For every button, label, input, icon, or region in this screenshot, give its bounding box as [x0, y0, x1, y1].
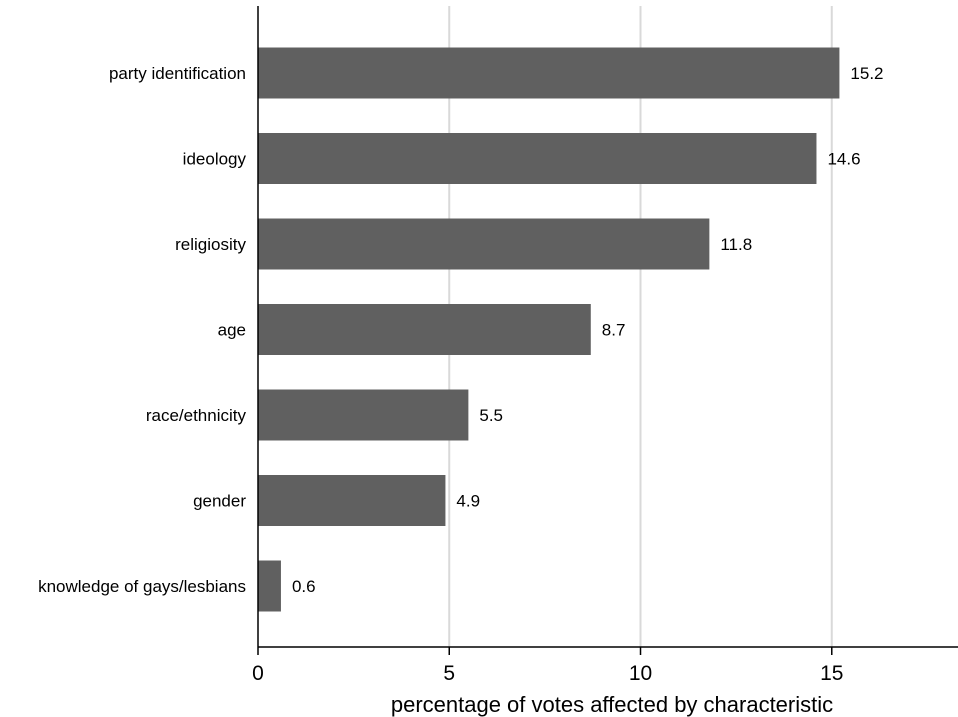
bar-ideology [258, 133, 817, 184]
bar-race-ethnicity [258, 389, 469, 441]
bars [258, 47, 840, 612]
category-label-age: age [218, 321, 246, 340]
category-label-religiosity: religiosity [175, 235, 246, 254]
x-axis-title: percentage of votes affected by characte… [391, 692, 833, 717]
axes: 0 5 10 15 [252, 6, 958, 685]
x-tick-label-15: 15 [820, 662, 843, 685]
category-label-ideology: ideology [183, 150, 247, 169]
bar-party-identification [258, 47, 840, 99]
value-label-gender: 4.9 [456, 492, 480, 511]
x-tick-label-0: 0 [252, 662, 264, 685]
bar-knowledge-of-gays-lesbians [258, 560, 281, 612]
value-label-party-identification: 15.2 [850, 64, 883, 83]
bar-gender [258, 475, 446, 526]
x-tick-label-5: 5 [443, 662, 455, 685]
bar-religiosity [258, 218, 710, 270]
category-label-knowledge-of-gays-lesbians: knowledge of gays/lesbians [38, 577, 246, 596]
value-label-religiosity: 11.8 [720, 235, 752, 254]
labels: party identification 15.2 ideology 14.6 reli… [38, 64, 883, 596]
category-label-race-ethnicity: race/ethnicity [146, 406, 247, 425]
value-label-knowledge-of-gays-lesbians: 0.6 [292, 577, 316, 596]
bar-age [258, 304, 591, 355]
value-label-age: 8.7 [602, 321, 626, 340]
x-tick-label-10: 10 [629, 662, 652, 685]
category-label-party-identification: party identification [109, 64, 246, 83]
category-label-gender: gender [193, 492, 246, 511]
value-label-ideology: 14.6 [827, 150, 860, 169]
value-label-race-ethnicity: 5.5 [479, 406, 503, 425]
